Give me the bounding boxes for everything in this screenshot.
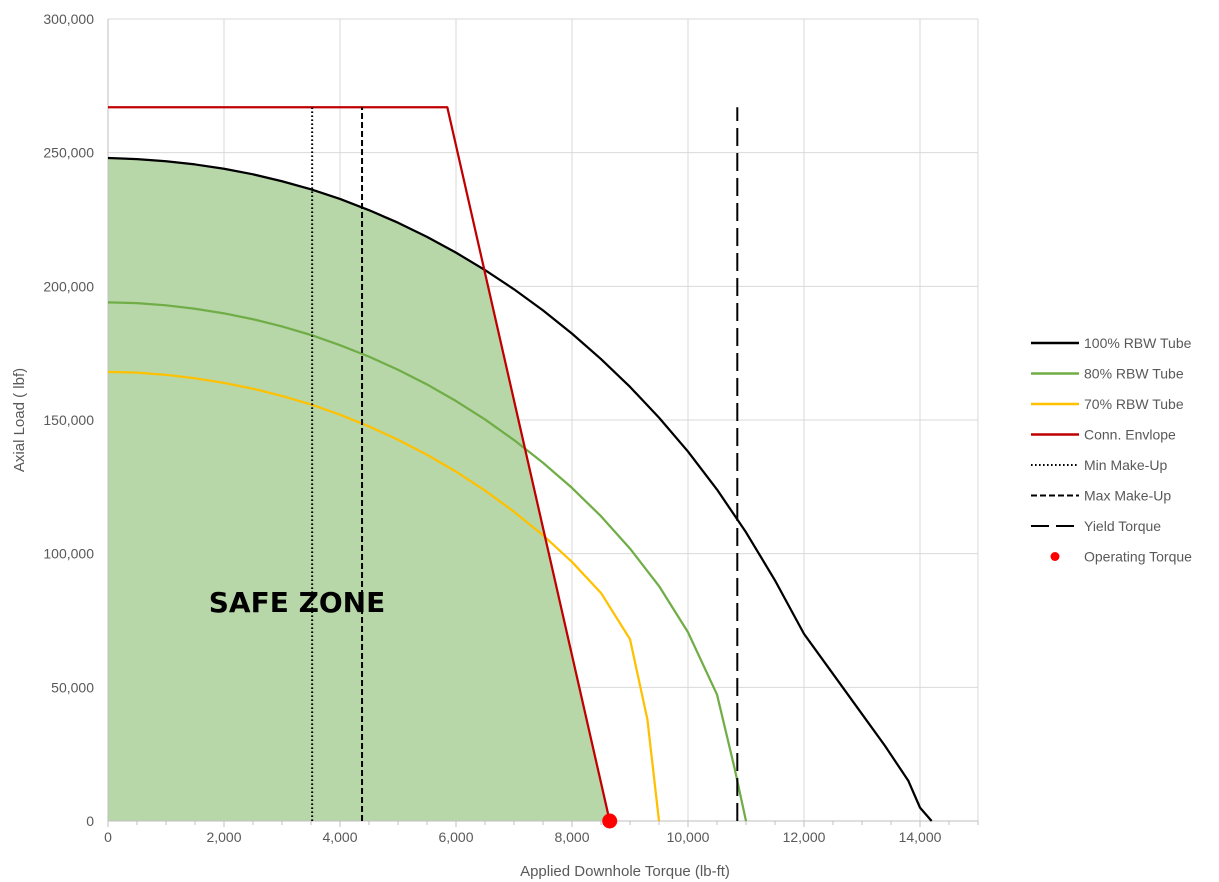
x-tick-label: 2,000 <box>206 829 241 845</box>
y-tick-label: 100,000 <box>43 546 94 562</box>
legend-label: 70% RBW Tube <box>1084 396 1184 412</box>
legend-item: Min Make-Up <box>1031 457 1167 473</box>
y-tick-label: 250,000 <box>43 145 94 161</box>
series-line-conn-envlope <box>108 106 611 822</box>
x-tick-label: 6,000 <box>438 829 473 845</box>
legend-label: Min Make-Up <box>1084 457 1167 473</box>
safe-zone-fill <box>108 158 610 822</box>
x-tick-label: 10,000 <box>667 829 710 845</box>
series-layer <box>107 106 933 829</box>
safe-zone-label: SAFE ZONE <box>209 586 386 619</box>
operating-torque-point <box>602 813 618 829</box>
y-tick-label: 300,000 <box>43 11 94 27</box>
y-tick-label: 50,000 <box>51 679 94 695</box>
x-tick-label: 4,000 <box>322 829 357 845</box>
x-tick-label: 8,000 <box>554 829 589 845</box>
legend-item: Yield Torque <box>1031 518 1161 534</box>
x-tick-label: 12,000 <box>783 829 826 845</box>
axes <box>107 19 979 827</box>
legend: 100% RBW Tube 80% RBW Tube 70% RBW Tube Con… <box>1031 335 1192 565</box>
y-tick-label: 150,000 <box>43 412 94 428</box>
legend-label: Yield Torque <box>1084 518 1161 534</box>
y-tick-label: 200,000 <box>43 278 94 294</box>
y-tick-label: 0 <box>86 813 94 829</box>
y-axis-title: Axial Load ( lbf) <box>11 368 28 472</box>
legend-label: 100% RBW Tube <box>1084 335 1192 351</box>
legend-item: 100% RBW Tube <box>1031 335 1192 351</box>
x-tick-label: 14,000 <box>899 829 942 845</box>
legend-marker <box>1050 552 1060 561</box>
legend-item: Conn. Envlope <box>1031 427 1176 443</box>
legend-label: Conn. Envlope <box>1084 427 1176 443</box>
series-line-70-rbw-tube <box>107 370 661 822</box>
x-axis-title: Applied Downhole Torque (lb-ft) <box>520 863 730 880</box>
legend-item: 70% RBW Tube <box>1031 396 1184 412</box>
legend-label: 80% RBW Tube <box>1084 366 1184 382</box>
legend-item: 80% RBW Tube <box>1031 366 1184 382</box>
legend-item: Operating Torque <box>1050 549 1192 565</box>
legend-item: Max Make-Up <box>1031 488 1171 504</box>
x-tick-label: 0 <box>104 829 112 845</box>
tick-labels: 0 2,000 4,000 6,000 8,000 10,000 12,000 14,000 0… <box>43 11 941 845</box>
legend-label: Operating Torque <box>1084 549 1192 565</box>
series-line-100-rbw-tube <box>107 156 933 822</box>
series-line-80-rbw-tube <box>107 301 748 822</box>
legend-label: Max Make-Up <box>1084 488 1171 504</box>
safe-zone-area <box>108 158 610 822</box>
